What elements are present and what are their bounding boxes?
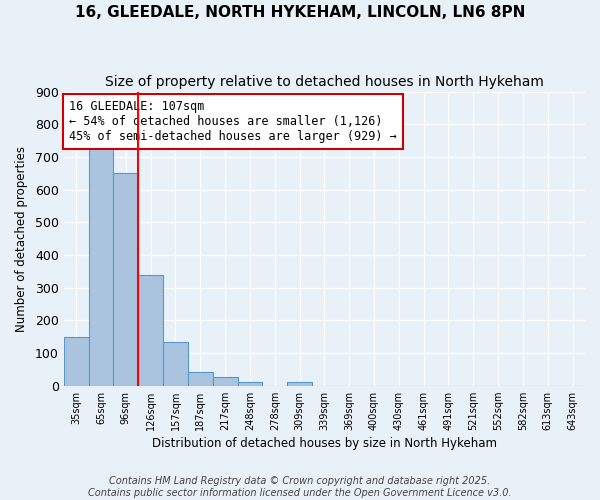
Bar	[64, 336, 89, 386]
Bar	[188, 372, 213, 386]
Text: 16, GLEEDALE, NORTH HYKEHAM, LINCOLN, LN6 8PN: 16, GLEEDALE, NORTH HYKEHAM, LINCOLN, LN…	[75, 5, 525, 20]
Title: Size of property relative to detached houses in North Hykeham: Size of property relative to detached ho…	[105, 75, 544, 89]
Bar	[163, 342, 188, 386]
Y-axis label: Number of detached properties: Number of detached properties	[15, 146, 28, 332]
Bar	[138, 274, 163, 386]
Bar	[113, 174, 138, 386]
Text: Contains HM Land Registry data © Crown copyright and database right 2025.
Contai: Contains HM Land Registry data © Crown c…	[88, 476, 512, 498]
Text: 16 GLEEDALE: 107sqm
← 54% of detached houses are smaller (1,126)
45% of semi-det: 16 GLEEDALE: 107sqm ← 54% of detached ho…	[69, 100, 397, 144]
X-axis label: Distribution of detached houses by size in North Hykeham: Distribution of detached houses by size …	[152, 437, 497, 450]
Bar	[287, 382, 312, 386]
Bar	[213, 376, 238, 386]
Bar	[238, 382, 262, 386]
Bar	[89, 147, 113, 386]
